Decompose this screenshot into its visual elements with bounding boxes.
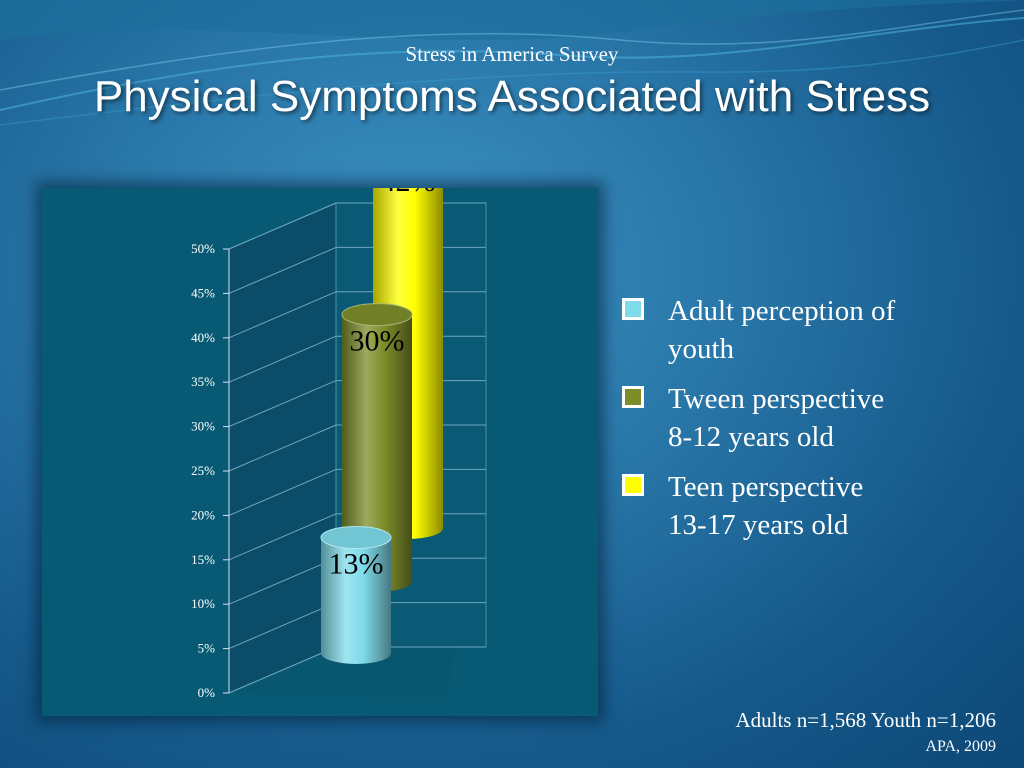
bar-cylinder-body xyxy=(321,537,391,664)
bar-cylinder-body xyxy=(342,314,412,592)
y-tick-label: 40% xyxy=(191,330,215,345)
chart-panel: 0% 5% 10% 15% 20% 25% 30% 35% 40% 45% 50% 42% 30% 13% xyxy=(42,188,598,716)
gridline-side xyxy=(228,646,337,694)
bar-chart: 0% 5% 10% 15% 20% 25% 30% 35% 40% 45% 50% 42% 30% 13% xyxy=(191,188,487,700)
slide-subtitle: Stress in America Survey xyxy=(405,42,619,66)
legend-label-line: Adult perception of xyxy=(668,295,896,327)
gridline-side xyxy=(228,291,337,339)
gridline-side xyxy=(228,513,337,561)
gridline-side xyxy=(228,602,337,650)
legend-label-line: Tween perspective xyxy=(668,383,885,415)
legend-label-adult: Adult perception of youth xyxy=(668,292,895,368)
y-tick-label: 45% xyxy=(191,285,215,300)
sample-size-note: Adults n=1,568 Youth n=1,206 xyxy=(735,708,996,732)
y-tick-label: 15% xyxy=(191,552,215,567)
y-tick-label: 35% xyxy=(191,374,215,389)
chart-legend: Adult perception of youth Tween perspect… xyxy=(622,292,982,556)
gridline-side xyxy=(228,424,337,472)
gridline-side xyxy=(228,557,337,605)
gridline-side xyxy=(228,380,337,428)
bar-cylinder-top xyxy=(320,526,392,550)
y-tick-label: 20% xyxy=(191,507,215,522)
legend-label-line: youth xyxy=(668,333,735,365)
y-tick-label: 25% xyxy=(191,463,215,478)
legend-item-teen: Teen perspective 13-17 years old xyxy=(622,468,982,544)
y-tick-label: 10% xyxy=(191,596,215,611)
bar-data-label: 13% xyxy=(329,548,384,581)
y-tick-label: 30% xyxy=(191,419,215,434)
legend-label-tween: Tween perspective 8-12 years old xyxy=(668,380,884,456)
y-tick-label: 50% xyxy=(191,241,215,256)
legend-label-line: 8-12 years old xyxy=(668,421,834,453)
legend-swatch-adult xyxy=(622,298,644,320)
legend-item-adult: Adult perception of youth xyxy=(622,292,982,368)
y-tick-label: 5% xyxy=(198,641,216,656)
legend-label-line: Teen perspective xyxy=(668,471,864,503)
legend-swatch-tween xyxy=(622,386,644,408)
gridline-side xyxy=(228,246,337,294)
header-wave-decoration xyxy=(0,0,1024,126)
source-citation: APA, 2009 xyxy=(925,738,996,755)
bar-data-label: 42% xyxy=(381,188,436,198)
legend-item-tween: Tween perspective 8-12 years old xyxy=(622,380,982,456)
y-tick-label: 0% xyxy=(198,685,216,700)
legend-label-teen: Teen perspective 13-17 years old xyxy=(668,468,863,544)
legend-swatch-teen xyxy=(622,474,644,496)
gridline-side xyxy=(228,202,337,250)
bar-cylinder-top xyxy=(341,303,413,327)
legend-label-line: 13-17 years old xyxy=(668,509,849,541)
gridline-side xyxy=(228,468,337,516)
gridline-side xyxy=(228,335,337,383)
chart-floor xyxy=(229,505,482,698)
bar-data-label: 30% xyxy=(350,325,405,358)
slide-title: Physical Symptoms Associated with Stress xyxy=(93,72,931,121)
